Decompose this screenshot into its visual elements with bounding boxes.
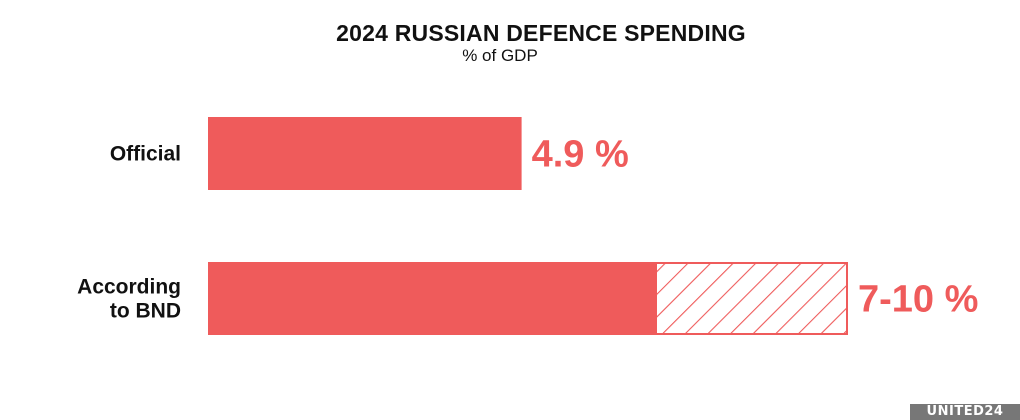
- category-label: According: [77, 276, 181, 299]
- category-label: Official: [110, 143, 181, 166]
- chart-subtitle: % of GDP: [462, 46, 538, 65]
- value-label: 7-10 %: [858, 279, 978, 321]
- bar: [208, 117, 522, 190]
- bar: [208, 262, 656, 335]
- category-label: to BND: [110, 300, 181, 323]
- united24-logo: UNITED24: [910, 404, 1020, 420]
- chart-title: 2024 RUSSIAN DEFENCE SPENDING: [336, 20, 746, 46]
- bar-range-hatched: [655, 262, 848, 335]
- value-label: 4.9 %: [532, 134, 629, 176]
